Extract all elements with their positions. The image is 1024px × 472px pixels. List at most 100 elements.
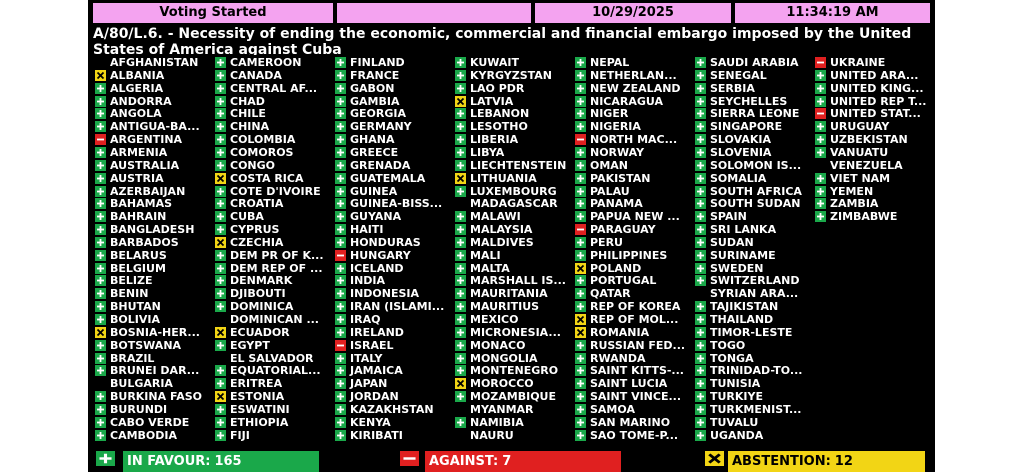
member-row: COSTA RICA bbox=[215, 172, 333, 185]
member-row: DOMINICAN ... bbox=[215, 313, 333, 326]
vote-icon bbox=[335, 159, 346, 171]
member-row: BRUNEI DAR... bbox=[95, 364, 213, 377]
member-name: TIMOR-LESTE bbox=[710, 325, 793, 339]
member-row: LAO PDR bbox=[455, 82, 573, 95]
member-name: FIJI bbox=[230, 428, 250, 442]
member-row: SAN MARINO bbox=[575, 416, 693, 429]
vote-icon bbox=[455, 224, 466, 236]
member-name: LIECHTENSTEIN bbox=[470, 158, 567, 172]
member-row: FIJI bbox=[215, 429, 333, 442]
member-row: MARSHALL IS... bbox=[455, 274, 573, 287]
member-name: RUSSIAN FED... bbox=[590, 338, 686, 352]
member-name: ETHIOPIA bbox=[230, 415, 289, 429]
member-name: SIERRA LEONE bbox=[710, 107, 800, 121]
vote-icon bbox=[335, 108, 346, 120]
member-row: PHILIPPINES bbox=[575, 249, 693, 262]
member-row: KENYA bbox=[335, 416, 453, 429]
member-row: NAURU bbox=[455, 429, 573, 442]
vote-icon bbox=[95, 211, 106, 223]
icon-stroke bbox=[456, 174, 465, 182]
member-row: EL SALVADOR bbox=[215, 352, 333, 365]
vote-icon bbox=[215, 339, 226, 351]
member-name: AFGHANISTAN bbox=[110, 56, 199, 69]
member-name: NIGER bbox=[590, 107, 629, 121]
member-name: CZECHIA bbox=[230, 235, 284, 249]
member-row: GAMBIA bbox=[335, 95, 453, 108]
member-name: CAMEROON bbox=[230, 56, 302, 69]
member-name: MADAGASCAR bbox=[470, 197, 558, 211]
member-row: MALI bbox=[455, 249, 573, 262]
member-name: DJIBOUTI bbox=[230, 287, 286, 301]
member-row: CHILE bbox=[215, 107, 333, 120]
vote-icon bbox=[575, 391, 586, 403]
member-name: CROATIA bbox=[230, 197, 284, 211]
member-name: IRAN (ISLAMI... bbox=[350, 300, 445, 314]
member-row: ESWATINI bbox=[215, 403, 333, 416]
member-row: BENIN bbox=[95, 287, 213, 300]
member-row: GUINEA-BISS... bbox=[335, 197, 453, 210]
member-row: GUINEA bbox=[335, 185, 453, 198]
member-row: BOSNIA-HER... bbox=[95, 326, 213, 339]
vote-icon bbox=[215, 121, 226, 133]
member-name: UZBEKISTAN bbox=[830, 133, 908, 147]
resolution-title: A/80/L.6. - Necessity of ending the econ… bbox=[93, 26, 912, 55]
member-row: PAPUA NEW ... bbox=[575, 210, 693, 223]
vote-icon bbox=[455, 339, 466, 351]
vote-icon bbox=[815, 146, 826, 158]
member-name: LIBYA bbox=[470, 145, 505, 159]
vote-icon bbox=[95, 236, 106, 248]
member-row: SYRIAN ARA... bbox=[695, 287, 813, 300]
member-row: MALAWI bbox=[455, 210, 573, 223]
member-name: MALTA bbox=[470, 261, 510, 275]
vote-icon bbox=[575, 211, 586, 223]
vote-icon bbox=[455, 249, 466, 261]
vote-icon bbox=[215, 146, 226, 158]
vote-icon bbox=[575, 82, 586, 94]
member-row: MOROCCO bbox=[455, 377, 573, 390]
member-name: GEORGIA bbox=[350, 107, 406, 121]
icon-stroke bbox=[576, 264, 585, 272]
member-name: GUATEMALA bbox=[350, 171, 426, 185]
member-row: UNITED ARA... bbox=[815, 69, 933, 82]
vote-icon bbox=[215, 365, 226, 377]
member-name: TURKIYE bbox=[710, 390, 764, 404]
total-box: AGAINST: 7 bbox=[425, 451, 621, 472]
member-row: PANAMA bbox=[575, 197, 693, 210]
member-row: SERBIA bbox=[695, 82, 813, 95]
member-name: ISRAEL bbox=[350, 338, 394, 352]
member-name: VIET NAM bbox=[830, 171, 891, 185]
member-row: VANUATU bbox=[815, 146, 933, 159]
member-name: SOMALIA bbox=[710, 171, 767, 185]
vote-icon bbox=[455, 69, 466, 81]
vote-icon bbox=[215, 211, 226, 223]
member-name: LESOTHO bbox=[470, 120, 528, 134]
member-name: TUVALU bbox=[710, 415, 759, 429]
member-row: MONTENEGRO bbox=[455, 364, 573, 377]
member-name: BELIZE bbox=[110, 274, 153, 288]
member-row: ITALY bbox=[335, 352, 453, 365]
vote-icon bbox=[575, 378, 586, 390]
member-name: BHUTAN bbox=[110, 300, 161, 314]
member-name: SAMOA bbox=[590, 402, 635, 416]
member-row: GABON bbox=[335, 82, 453, 95]
vote-icon bbox=[95, 82, 106, 94]
member-row: AUSTRIA bbox=[95, 172, 213, 185]
vote-icon bbox=[335, 57, 346, 68]
member-row: ANDORRA bbox=[95, 95, 213, 108]
member-row: ECUADOR bbox=[215, 326, 333, 339]
member-name: PARAGUAY bbox=[590, 223, 656, 237]
vote-icon bbox=[455, 121, 466, 133]
header-blank bbox=[337, 3, 531, 23]
vote-icon bbox=[695, 146, 706, 158]
member-name: SOUTH SUDAN bbox=[710, 197, 801, 211]
vote-icon bbox=[335, 249, 346, 261]
member-name: LITHUANIA bbox=[470, 171, 537, 185]
member-row: CHAD bbox=[215, 95, 333, 108]
member-row: CABO VERDE bbox=[95, 416, 213, 429]
vote-icon bbox=[335, 378, 346, 390]
vote-icon bbox=[95, 172, 106, 184]
vote-icon bbox=[575, 159, 586, 171]
member-row: BAHRAIN bbox=[95, 210, 213, 223]
member-name: LIBERIA bbox=[470, 133, 519, 147]
member-name: GREECE bbox=[350, 145, 399, 159]
